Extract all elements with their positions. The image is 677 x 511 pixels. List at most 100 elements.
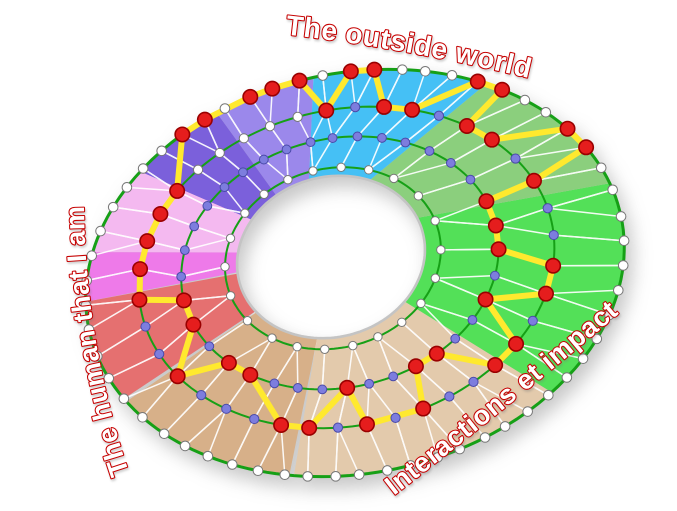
spoke-line xyxy=(242,171,265,195)
node xyxy=(281,144,292,155)
node xyxy=(577,353,589,364)
spoke-line xyxy=(404,115,440,144)
node xyxy=(389,173,399,184)
path-nodes xyxy=(131,61,595,436)
node xyxy=(258,154,269,165)
node xyxy=(103,372,115,384)
spoke-line xyxy=(257,424,282,472)
path-node xyxy=(301,419,318,436)
hole-edge xyxy=(235,174,427,340)
node xyxy=(612,285,624,296)
spoke-line xyxy=(368,137,383,171)
spoke-line xyxy=(495,224,554,236)
path-node xyxy=(487,357,504,374)
spoke-line xyxy=(515,146,587,160)
spoke-line xyxy=(228,337,273,364)
node xyxy=(388,371,399,382)
spoke-line xyxy=(533,167,602,182)
spoke-line xyxy=(418,178,471,197)
spoke-line xyxy=(337,427,360,475)
node xyxy=(416,298,426,309)
node xyxy=(226,459,238,470)
node xyxy=(607,184,618,196)
spoke-line xyxy=(184,408,227,447)
spoke-line xyxy=(352,345,370,385)
node xyxy=(202,450,214,462)
node xyxy=(179,440,191,452)
spoke-line xyxy=(108,353,160,379)
spoke-line xyxy=(231,418,255,465)
node xyxy=(373,332,383,342)
node xyxy=(204,341,215,352)
spoke-line xyxy=(440,248,499,251)
node xyxy=(320,344,330,354)
node xyxy=(618,235,630,247)
spoke-line xyxy=(193,225,231,240)
path-node xyxy=(132,261,149,278)
path-node xyxy=(508,335,525,352)
path-node xyxy=(545,257,562,274)
spoke-line xyxy=(368,141,406,171)
node xyxy=(543,389,554,401)
path-node xyxy=(428,345,445,362)
path-node xyxy=(578,139,595,156)
path-node xyxy=(242,366,259,383)
node xyxy=(561,372,573,383)
spoke-line xyxy=(285,149,289,180)
node xyxy=(499,421,511,432)
node xyxy=(330,471,341,482)
node xyxy=(158,428,170,440)
spoke-line xyxy=(141,375,179,418)
path-node xyxy=(525,172,542,189)
path-node xyxy=(483,131,500,148)
node xyxy=(308,166,318,176)
node xyxy=(364,378,375,389)
node xyxy=(269,378,280,389)
path-node xyxy=(169,182,186,199)
spoke-line xyxy=(545,292,610,316)
wheel-scene xyxy=(80,61,630,482)
spoke-line xyxy=(532,320,597,340)
node xyxy=(121,182,133,193)
node xyxy=(238,133,249,144)
spoke-line xyxy=(223,186,246,214)
node xyxy=(283,175,293,185)
node xyxy=(446,70,458,81)
spoke-line xyxy=(126,186,178,192)
node xyxy=(390,412,401,423)
path-node xyxy=(175,292,192,309)
path-node xyxy=(242,88,259,105)
sector-green-bright xyxy=(404,183,625,393)
spoke-line xyxy=(466,99,526,127)
sector-tan-dark xyxy=(126,312,318,476)
node xyxy=(202,201,213,211)
path-node xyxy=(139,233,156,250)
spoke-line xyxy=(435,274,495,280)
node xyxy=(591,333,603,345)
spoke-line xyxy=(273,346,298,384)
spoke-line xyxy=(435,277,486,301)
node xyxy=(450,333,461,344)
node xyxy=(617,260,629,271)
node xyxy=(189,221,200,232)
node xyxy=(479,432,491,443)
node xyxy=(140,321,151,332)
node xyxy=(604,309,615,321)
node xyxy=(377,133,387,143)
spoke-line xyxy=(88,299,140,331)
node xyxy=(317,384,328,395)
node xyxy=(292,342,302,352)
node xyxy=(81,275,93,286)
path-node xyxy=(220,354,237,371)
spoke-line xyxy=(393,150,430,180)
node xyxy=(327,133,338,143)
node xyxy=(432,452,443,463)
node xyxy=(436,245,446,255)
node xyxy=(107,201,119,213)
node xyxy=(118,393,130,405)
spoke-line xyxy=(181,265,226,278)
node xyxy=(192,164,204,175)
spoke-line xyxy=(184,237,231,251)
node xyxy=(348,340,358,351)
